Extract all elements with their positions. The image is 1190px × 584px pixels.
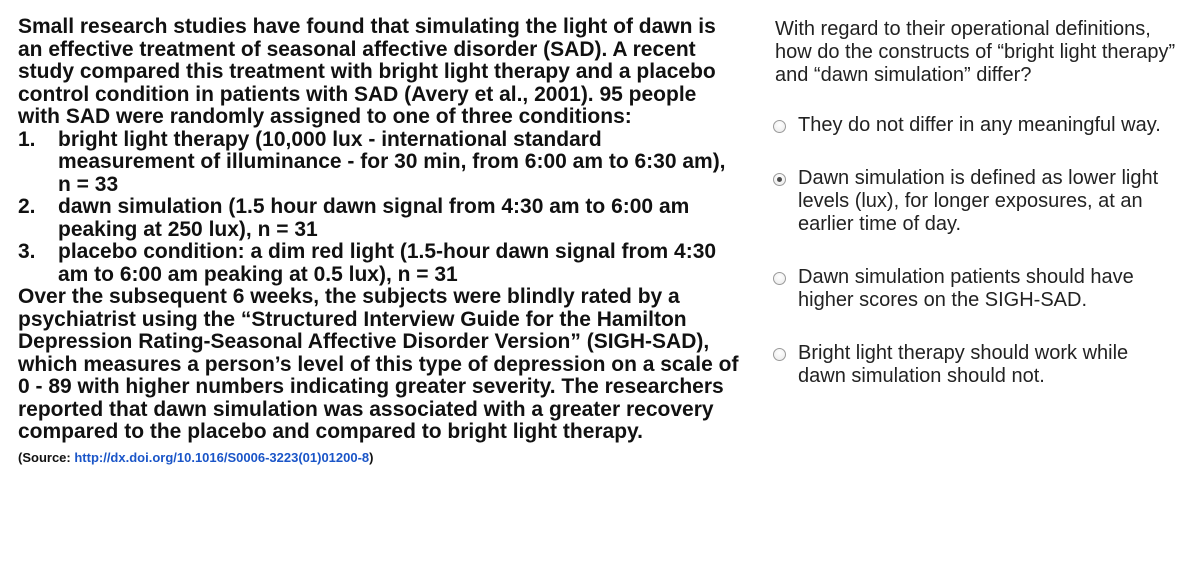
source-label: (Source: [18,449,75,465]
answer-option-label[interactable]: Dawn simulation is defined as lower ligh… [798,167,1159,235]
answer-option-label[interactable]: Bright light therapy should work while d… [798,342,1129,387]
condition-number: 3. [18,240,36,263]
passage-intro: Small research studies have found that s… [18,15,716,128]
question-panel: With regard to their operational definit… [773,18,1185,418]
condition-text: bright light therapy (10,000 lux - inter… [58,127,726,196]
radio-button[interactable] [773,272,786,285]
condition-item: 1. bright light therapy (10,000 lux - in… [18,127,743,197]
condition-item: 2. dawn simulation (1.5 hour dawn signal… [18,195,743,241]
passage-followup: Over the subsequent 6 weeks, the subject… [18,285,739,443]
radio-button[interactable] [773,120,786,133]
answer-option[interactable]: Bright light therapy should work while d… [773,342,1185,388]
radio-button[interactable] [773,348,786,361]
condition-text: dawn simulation (1.5 hour dawn signal fr… [58,195,690,241]
answer-option[interactable]: Dawn simulation is defined as lower ligh… [773,167,1185,236]
condition-number: 1. [18,127,36,151]
answer-option-label[interactable]: Dawn simulation patients should have hig… [798,266,1134,311]
answer-options: They do not differ in any meaningful way… [773,114,1185,388]
answer-option-label[interactable]: They do not differ in any meaningful way… [798,114,1161,136]
passage: Small research studies have found that s… [18,15,743,465]
condition-number: 2. [18,195,36,218]
radio-button[interactable] [773,173,786,186]
source-close: ) [369,449,374,465]
condition-item: 3. placebo condition: a dim red light (1… [18,240,743,286]
question-text: With regard to their operational definit… [775,18,1176,86]
conditions-list: 1. bright light therapy (10,000 lux - in… [18,127,743,287]
source-link[interactable]: http://dx.doi.org/10.1016/S0006-3223(01)… [74,449,370,465]
condition-text: placebo condition: a dim red light (1.5-… [58,240,717,286]
source-citation: (Source: http://dx.doi.org/10.1016/S0006… [18,450,743,465]
answer-option[interactable]: They do not differ in any meaningful way… [773,114,1185,137]
answer-option[interactable]: Dawn simulation patients should have hig… [773,266,1185,312]
